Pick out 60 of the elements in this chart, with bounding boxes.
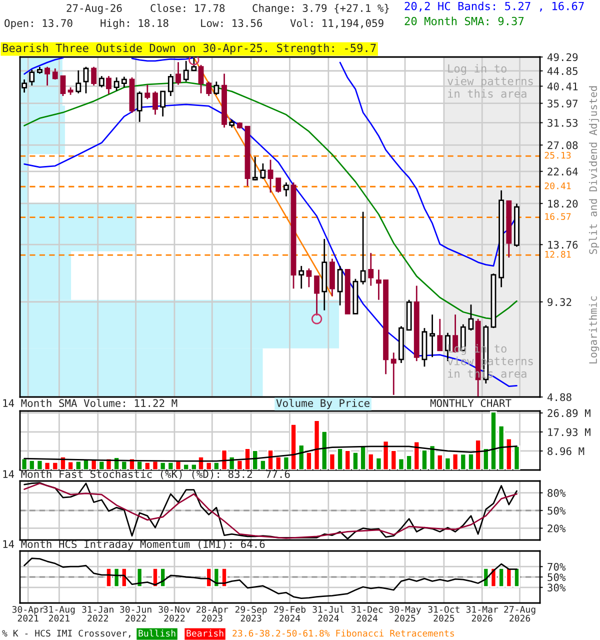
x-tick-label: 31-Mar 2026 (466, 606, 498, 622)
y-tick-label: 4.88 (547, 393, 572, 402)
annotation: 14 Month Fast Stochastic (%K) (%D): 83.2 77.6 (3, 470, 290, 480)
text: High: 18.18 (100, 18, 168, 30)
text: 27-Aug-26 (66, 4, 122, 14)
x-tick-label: 29-Sep 2023 (235, 606, 267, 622)
ref-line-label: 20.41 (544, 182, 571, 190)
text: 20 Month SMA: 9.37 (404, 16, 524, 26)
y-tick-label: 31.53 (548, 118, 578, 127)
y-tick-label: 49.29 (547, 53, 578, 62)
y-tick-label: 44.85 (547, 67, 578, 76)
y-axis-title: Split and Dividend Adjusted (588, 86, 600, 254)
text: Change: 3.79 {+27.1 %} (252, 4, 389, 14)
text: Bearish (186, 630, 224, 637)
text: Close: 17.78 (150, 4, 225, 12)
y-tick-label: 26.89 M (548, 409, 590, 418)
text: Bullish (138, 630, 176, 637)
text: 20,2 HC Bands: 5.27 , 16.67 (404, 2, 584, 12)
text: Low: 13.56 (201, 19, 262, 28)
x-tick-label: 31-Jan 2022 (82, 606, 114, 622)
text: 23.6-38.2-50-61.8% Fibonacci Retracements (232, 630, 454, 637)
text: Volume By Price (276, 398, 370, 410)
y-tick-label: 35.97 (548, 100, 578, 108)
y-tick-label: 30% (548, 584, 566, 592)
text: MONTHLY CHART (430, 399, 512, 408)
ref-line-label: 25.13 (544, 152, 571, 159)
y-tick-label: 9.32 (548, 298, 572, 306)
y-tick-label: 17.93 M (548, 428, 590, 436)
y-tick-label: 50% (548, 573, 566, 582)
x-tick-label: 30-Jun 2022 (120, 606, 152, 622)
x-tick-label: 28-Apr 2023 (196, 606, 228, 622)
text: 14 Month SMA Volume: 11.22 M (3, 398, 178, 408)
text: Bearish Three Outside Down on 30-Apr-25. Strength: -59.7 (2, 44, 376, 54)
y-tick-label: 50% (548, 506, 566, 515)
y-tick-label: 27.08 (548, 141, 578, 150)
x-tick-label: 31-Jul 2024 (312, 606, 344, 622)
x-tick-label: 31-Dec 2024 (351, 606, 383, 622)
y-tick-label: 22.64 (548, 168, 578, 176)
y-tick-label: 18.20 (548, 200, 578, 208)
x-tick-label: 30-Apr 2021 (12, 606, 44, 622)
text: Open: 13.70 (4, 19, 72, 30)
x-tick-label: 27-Aug 2026 (504, 606, 536, 622)
text: Logarithmic (588, 296, 600, 364)
x-tick-label: 31-Aug 2021 (43, 606, 75, 622)
x-tick-label: 30-Nov 2022 (158, 606, 190, 622)
annotation: 14 Month HCS Intraday Momentum (IMI): 64.6 (3, 540, 265, 550)
y-tick-label: 8.96 M (548, 447, 584, 456)
y-tick-label: 20% (548, 524, 566, 532)
x-tick-label: 30-May 2025 (389, 606, 421, 622)
text: % K - HCS IMI Crossover, (2, 630, 130, 638)
ref-line-label: 16.57 (545, 213, 571, 220)
y-tick-label: 70% (548, 562, 566, 571)
annotation: Log in to view patterns in this area (448, 64, 533, 98)
x-tick-label: 29-Feb 2024 (274, 606, 306, 622)
y-tick-label: 40.41 (547, 82, 578, 90)
x-tick-label: 31-Oct 2025 (428, 606, 460, 622)
text: Vol: 11,194,059 (290, 18, 384, 28)
y-tick-label: 13.76 (548, 240, 578, 249)
y-tick-label: 80% (548, 489, 566, 497)
ref-line-label: 12.81 (545, 250, 571, 258)
